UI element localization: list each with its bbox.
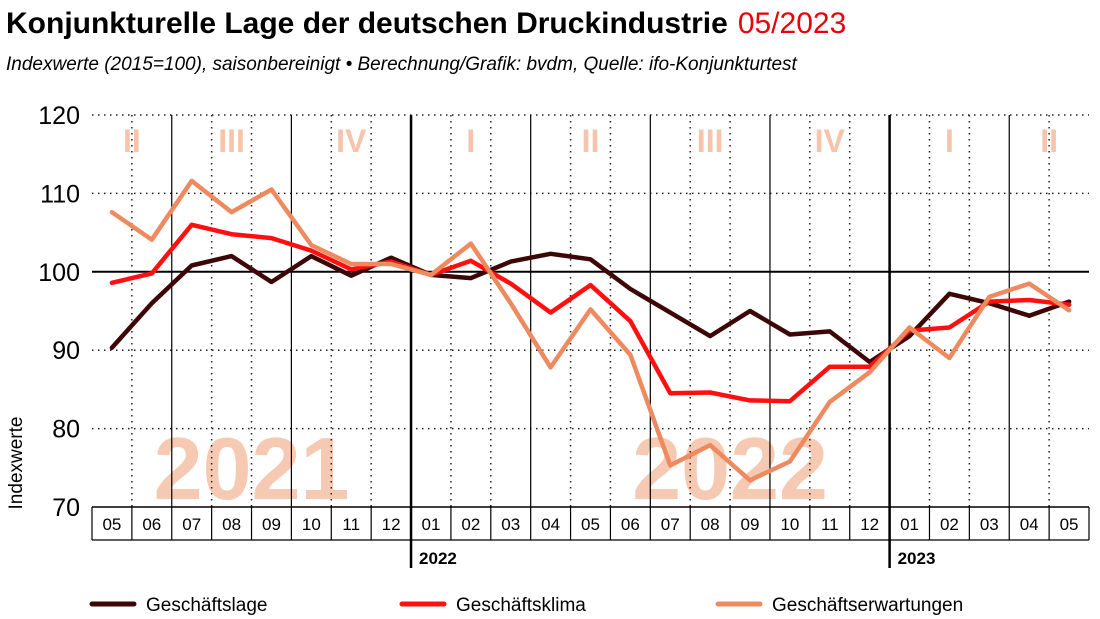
x-tick-label-24: 05 bbox=[1060, 515, 1079, 534]
series-lines bbox=[109, 178, 1072, 483]
legend-item-0: Geschäftslage bbox=[89, 595, 267, 616]
y-tick-labels: 70 80 90 100 110 120 bbox=[38, 102, 80, 522]
chart-title: Konjunkturelle Lage der deutschen Drucki… bbox=[6, 7, 846, 40]
legend-item-2: Geschäftserwartungen bbox=[715, 595, 963, 616]
x-tick-label-9: 02 bbox=[461, 515, 480, 534]
x-tick-label-7: 12 bbox=[382, 515, 401, 534]
x-tick-label-8: 01 bbox=[422, 515, 441, 534]
quarter-label-4: II bbox=[582, 123, 600, 159]
x-tick-label-0: 05 bbox=[102, 515, 121, 534]
x-tick-label-17: 10 bbox=[780, 515, 799, 534]
chart-title-main: Konjunkturelle Lage der deutschen Drucki… bbox=[6, 7, 728, 40]
quarter-label-0: II bbox=[123, 123, 141, 159]
x-tick-label-2: 07 bbox=[182, 515, 201, 534]
y-tick-label-1: 80 bbox=[52, 416, 80, 444]
quarter-label-3: I bbox=[466, 123, 475, 159]
y-tick-label-3: 100 bbox=[38, 259, 80, 287]
series-line-0 bbox=[109, 251, 1072, 365]
chart-subtitle: Indexwerte (2015=100), saisonbereinigt •… bbox=[6, 54, 798, 75]
chart-title-date: 05/2023 bbox=[738, 7, 846, 40]
quarter-label-5: III bbox=[697, 123, 724, 159]
quarter-label-2: IV bbox=[336, 123, 367, 159]
x-tick-label-5: 10 bbox=[302, 515, 321, 534]
y-tick-label-2: 90 bbox=[52, 337, 80, 365]
x-tick-label-15: 08 bbox=[701, 515, 720, 534]
x-tick-label-3: 08 bbox=[222, 515, 241, 534]
background-year-1: 2022 bbox=[632, 419, 828, 518]
x-tick-label-1: 06 bbox=[142, 515, 161, 534]
quarter-label-6: IV bbox=[815, 123, 846, 159]
legend-item-1: Geschäftsklima bbox=[399, 595, 586, 616]
x-tick-label-6: 11 bbox=[342, 515, 360, 534]
y-axis-label: Indexwerte bbox=[6, 417, 27, 510]
legend-label-2: Geschäftserwartungen bbox=[772, 595, 963, 616]
quarter-label-1: III bbox=[218, 123, 245, 159]
x-axis: 05 06 07 08 09 10 11 12 01 02 03 04 05 06 07 08 09 10 11 12… bbox=[91, 506, 1090, 568]
x-tick-label-4: 09 bbox=[262, 515, 281, 534]
x-tick-label-23: 04 bbox=[1020, 515, 1039, 534]
background-year-0: 2021 bbox=[154, 419, 350, 518]
quarter-label-8: II bbox=[1040, 123, 1058, 159]
legend-label-1: Geschäftsklima bbox=[456, 595, 586, 616]
quarter-labels: II III IV I II III IV I II bbox=[123, 123, 1058, 159]
series-line-2 bbox=[109, 178, 1072, 483]
x-year-label-1: 2023 bbox=[898, 549, 936, 568]
background-years: 2021 2022 bbox=[154, 419, 828, 518]
x-year-label-0: 2022 bbox=[419, 549, 457, 568]
x-tick-label-12: 05 bbox=[581, 515, 600, 534]
x-tick-label-19: 12 bbox=[860, 515, 879, 534]
x-tick-label-18: 11 bbox=[821, 515, 839, 534]
x-tick-label-16: 09 bbox=[741, 515, 760, 534]
y-tick-label-5: 120 bbox=[38, 102, 80, 130]
y-tick-label-0: 70 bbox=[52, 494, 80, 522]
grid bbox=[92, 114, 1089, 507]
x-tick-label-10: 03 bbox=[501, 515, 520, 534]
x-tick-label-21: 02 bbox=[940, 515, 959, 534]
legend-label-0: Geschäftslage bbox=[146, 595, 267, 616]
x-tick-label-14: 07 bbox=[661, 515, 680, 534]
legend: Geschäftslage Geschäftsklima Geschäftserwa… bbox=[89, 595, 963, 616]
x-tick-label-20: 01 bbox=[900, 515, 919, 534]
x-tick-label-11: 04 bbox=[541, 515, 560, 534]
y-tick-label-4: 110 bbox=[40, 180, 80, 208]
x-tick-label-22: 03 bbox=[980, 515, 999, 534]
x-tick-label-13: 06 bbox=[621, 515, 640, 534]
quarter-label-7: I bbox=[945, 123, 954, 159]
